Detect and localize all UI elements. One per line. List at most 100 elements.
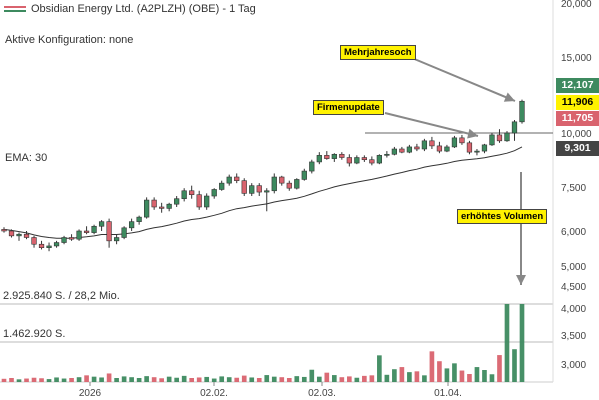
volume-bar: [241, 375, 247, 382]
volume-bar: [474, 367, 480, 382]
candle-body: [113, 237, 120, 242]
volume-bar: [226, 377, 232, 382]
annotation-higher-volume: erhöhtes Volumen: [457, 209, 548, 224]
candle-body: [226, 176, 232, 184]
candle-body: [421, 140, 428, 150]
volume-bar: [504, 304, 510, 382]
volume-bar: [384, 374, 390, 382]
y-tick-label: 5,000: [561, 262, 586, 273]
candle-body: [189, 190, 195, 195]
volume-bar: [61, 378, 67, 382]
y-tick-label: 4,500: [561, 282, 586, 293]
candle-body: [234, 176, 240, 181]
candle-body: [83, 230, 90, 233]
price-high-box: 12,107: [556, 78, 599, 93]
chart-title: Obsidian Energy Ltd. (A2PLZH) (OBE) - 1 …: [31, 3, 256, 15]
candle-body: [346, 157, 352, 164]
volume-bar: [369, 375, 375, 382]
candle-body: [271, 176, 277, 192]
volume-bar: [144, 376, 149, 382]
volume-bar: [166, 376, 172, 382]
volume-bar: [497, 355, 502, 382]
candle-body: [369, 159, 375, 164]
candle-body: [429, 140, 435, 147]
volume-bar: [46, 379, 52, 382]
x-tick-label: 02.03.: [308, 388, 336, 399]
volume-bar: [316, 376, 322, 382]
volume-bar: [279, 377, 285, 382]
y-tick-label: 4,000: [561, 304, 586, 315]
candle-body: [511, 121, 518, 134]
y-tick-label: 3,500: [561, 331, 586, 342]
ema-line: [3, 146, 523, 239]
price-close-box: 11,906: [556, 95, 599, 110]
volume-bar: [354, 377, 360, 382]
candle-body: [286, 182, 292, 189]
candle-body: [144, 199, 150, 218]
y-tick-label: 7,500: [561, 183, 586, 194]
volume-bar: [286, 378, 292, 382]
candle-body: [136, 216, 142, 222]
candle-body: [391, 148, 398, 155]
candle-body: [181, 190, 187, 200]
volume-bar: [76, 377, 82, 382]
candle-body: [68, 237, 75, 240]
candle-body: [451, 137, 458, 148]
y-tick-label: 10,000: [561, 129, 592, 140]
candle-body: [376, 155, 382, 164]
candle-body: [481, 144, 488, 152]
candle-body: [324, 155, 330, 159]
candle-body: [76, 230, 82, 240]
volume-bar: [437, 361, 442, 382]
candle-body: [38, 243, 45, 248]
volume-bar: [204, 376, 210, 382]
annotation-company-update: Firmenupdate: [313, 100, 384, 115]
volume-bar: [24, 378, 29, 382]
candle-body: [219, 182, 225, 190]
candle-body: [196, 194, 202, 208]
volume-bar: [196, 377, 202, 382]
x-tick-label: 01.04.: [434, 388, 462, 399]
candle-body: [384, 153, 390, 156]
volume-bar: [91, 376, 97, 382]
volume-bar: [444, 368, 450, 382]
candle-body: [8, 230, 15, 237]
volume-max-label: 2.925.840 S. / 28,2 Mio.: [3, 290, 120, 302]
arrow-multi-year-high-head: [503, 92, 515, 102]
volume-mid-label: 1.462.920 S.: [3, 328, 66, 340]
y-tick-label: 15,000: [561, 53, 592, 64]
candle-body: [301, 170, 307, 180]
candle-body: [436, 145, 443, 152]
candle-body: [151, 199, 157, 208]
candle-body: [489, 134, 495, 146]
candle-body: [121, 227, 127, 238]
candle-body: [174, 198, 180, 205]
volume-bar: [407, 372, 412, 382]
candle-body: [459, 137, 465, 144]
volume-bar: [249, 377, 255, 382]
volume-bar: [159, 378, 164, 382]
volume-bar: [136, 378, 142, 382]
arrow-company-update-shaft: [384, 112, 479, 137]
volume-bar: [429, 351, 435, 382]
volume-bar: [301, 376, 307, 382]
candle-body: [46, 245, 52, 248]
volume-bar: [362, 375, 367, 382]
candle-body: [166, 203, 172, 209]
candle-body: [399, 148, 405, 153]
volume-bar: [392, 369, 397, 382]
volume-bar: [174, 377, 179, 382]
candle-body: [31, 237, 37, 245]
legend-candle-line-red: [4, 6, 26, 8]
candle-body: [474, 150, 480, 153]
candle-body: [496, 134, 503, 142]
candle-body: [249, 185, 255, 194]
volume-bar: [181, 375, 187, 382]
volume-bar: [16, 379, 22, 382]
volume-bar: [399, 367, 405, 382]
volume-bar: [39, 378, 44, 382]
volume-bar: [294, 376, 300, 382]
candle-body: [264, 190, 270, 193]
volume-bar: [414, 371, 420, 382]
